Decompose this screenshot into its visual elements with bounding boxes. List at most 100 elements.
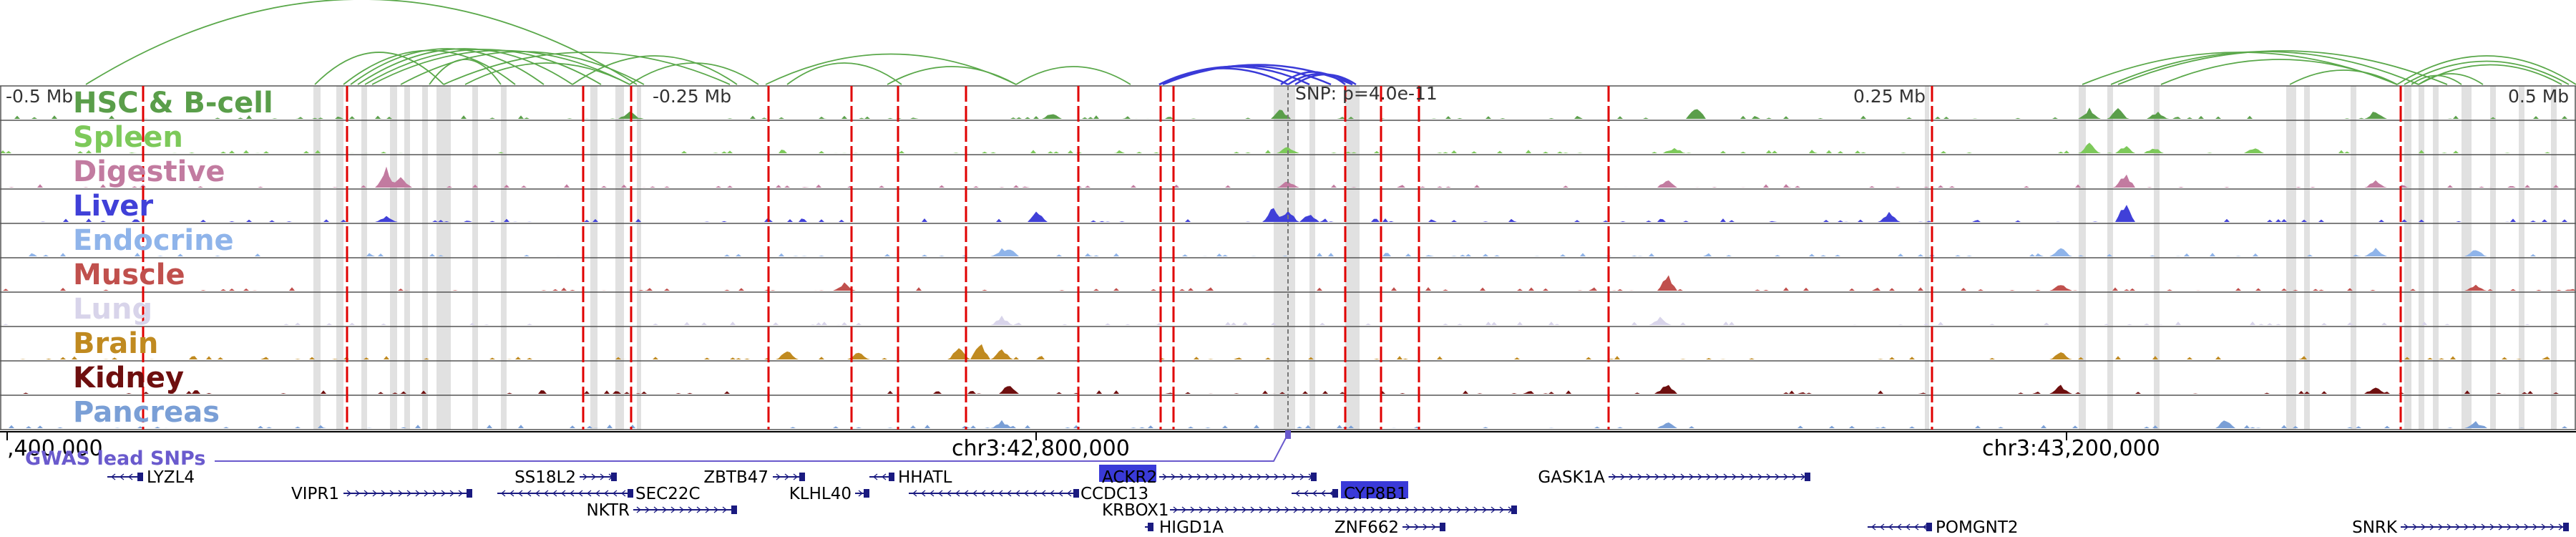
loop-arc [350, 48, 545, 85]
strand-arrow-icon [1239, 473, 1245, 480]
strand-arrow-icon [1654, 473, 1660, 480]
strand-arrow-icon [582, 473, 588, 480]
strand-arrow-icon [600, 473, 605, 480]
strand-arrow-icon [509, 490, 514, 497]
strand-arrow-icon [1922, 523, 1928, 531]
strand-arrow-icon [1697, 473, 1703, 480]
exon-block [2563, 523, 2569, 531]
strand-arrow-icon [989, 490, 995, 497]
strand-arrow-icon [1179, 473, 1185, 480]
strand-arrow-icon [415, 490, 421, 497]
exon-block [1511, 505, 1517, 514]
strand-arrow-icon [1413, 506, 1419, 513]
loop-arc [429, 59, 502, 85]
strand-arrow-icon [776, 473, 781, 480]
strand-arrow-icon [1783, 473, 1789, 480]
gene-label[interactable]: SNRK [2352, 518, 2398, 537]
strand-arrow-icon [1294, 490, 1300, 497]
strand-arrow-icon [1896, 523, 1902, 531]
snp-pvalue-label: SNP: p=4.0e-11 [1295, 83, 1438, 104]
strand-arrow-icon [577, 490, 583, 497]
track-label-pancreas: Pancreas [73, 396, 220, 429]
strand-arrow-icon [963, 490, 969, 497]
strand-arrow-icon [1629, 473, 1634, 480]
signal-peak-3 [0, 205, 2576, 222]
gene-label[interactable]: KLHL40 [789, 485, 852, 503]
coord-label-left: ,400,000 [7, 436, 103, 461]
strand-arrow-icon [1188, 473, 1194, 480]
gene-label[interactable]: HHATL [898, 468, 952, 487]
strand-arrow-icon [2532, 523, 2538, 531]
track-label-endocrine: Endocrine [73, 224, 234, 257]
gene-label[interactable]: SEC22C [635, 485, 701, 503]
strand-arrow-icon [595, 490, 600, 497]
strand-arrow-icon [662, 506, 668, 513]
loop-arc [2418, 73, 2484, 85]
strand-arrow-icon [1032, 490, 1038, 497]
gene-label[interactable]: ACKR2 [1102, 468, 1157, 487]
strand-arrow-icon [1040, 490, 1046, 497]
exon-block [889, 473, 894, 481]
strand-arrow-icon [955, 490, 960, 497]
strand-arrow-icon [389, 490, 395, 497]
loop-arc [371, 49, 630, 85]
strand-arrow-icon [722, 506, 728, 513]
gene-label[interactable]: GASK1A [1538, 468, 1605, 487]
strand-arrow-icon [2421, 523, 2426, 531]
gene-label[interactable]: SS18L2 [514, 468, 576, 487]
strand-arrow-icon [406, 490, 412, 497]
gene-label[interactable]: POMGNT2 [1936, 518, 2019, 537]
strand-arrow-icon [372, 490, 378, 497]
strand-arrow-icon [1439, 506, 1445, 513]
loop-arc [629, 62, 759, 85]
gene-label[interactable]: VIPR1 [291, 485, 339, 503]
strand-arrow-icon [1214, 473, 1219, 480]
exon-block [137, 473, 143, 481]
gene-label[interactable]: CCDC13 [1080, 485, 1148, 503]
strand-arrow-icon [1414, 523, 1420, 531]
strand-arrow-icon [2481, 523, 2487, 531]
strand-arrow-icon [432, 490, 438, 497]
strand-arrow-icon [1499, 506, 1505, 513]
gene-label[interactable]: KRBOX1 [1102, 501, 1169, 520]
loop-arc [400, 51, 645, 85]
strand-arrow-icon [946, 490, 952, 497]
strand-arrow-icon [612, 490, 618, 497]
gene-label[interactable]: ZBTB47 [703, 468, 769, 487]
loop-arc [443, 52, 731, 85]
strand-arrow-icon [441, 490, 447, 497]
exon-block [1926, 523, 1932, 531]
gene-annotations: LYZL4 VIPR1 SS18L2 SEC22C NKTR ZBTB47 KLHL40 HH… [107, 465, 2569, 537]
strand-arrow-icon [1310, 506, 1316, 513]
gwas-track-label: GWAS lead SNPs [25, 448, 205, 470]
gene-label[interactable]: LYZL4 [147, 468, 195, 487]
strand-arrow-icon [705, 506, 711, 513]
exon-block [1805, 473, 1810, 481]
strand-arrow-icon [636, 506, 642, 513]
gene-label[interactable]: NKTR [586, 501, 630, 520]
gene-label[interactable]: HIGD1A [1159, 518, 1224, 537]
exon-block [628, 489, 633, 498]
strand-arrow-icon [364, 490, 369, 497]
strand-arrow-icon [1689, 473, 1694, 480]
gene-label[interactable]: CYP8B1 [1344, 485, 1407, 503]
strand-arrow-icon [543, 490, 549, 497]
loop-arc [364, 49, 602, 85]
strand-arrow-icon [1353, 506, 1359, 513]
strand-arrow-icon [1015, 490, 1020, 497]
strand-arrow-icon [1740, 473, 1746, 480]
loop-arc [2404, 60, 2570, 85]
strand-arrow-icon [1224, 506, 1230, 513]
strand-arrow-icon [1267, 506, 1273, 513]
strand-arrow-icon [1303, 490, 1309, 497]
strand-arrow-icon [1274, 473, 1279, 480]
gene-label[interactable]: ZNF662 [1335, 518, 1399, 537]
loop-arc [786, 62, 902, 85]
strand-arrow-icon [1248, 473, 1254, 480]
strand-arrow-icon [1345, 506, 1350, 513]
strand-arrow-icon [1276, 506, 1282, 513]
exon-block [611, 473, 617, 481]
strand-arrow-icon [1319, 506, 1324, 513]
strand-arrow-icon [560, 490, 566, 497]
strand-arrow-icon [1216, 506, 1221, 513]
